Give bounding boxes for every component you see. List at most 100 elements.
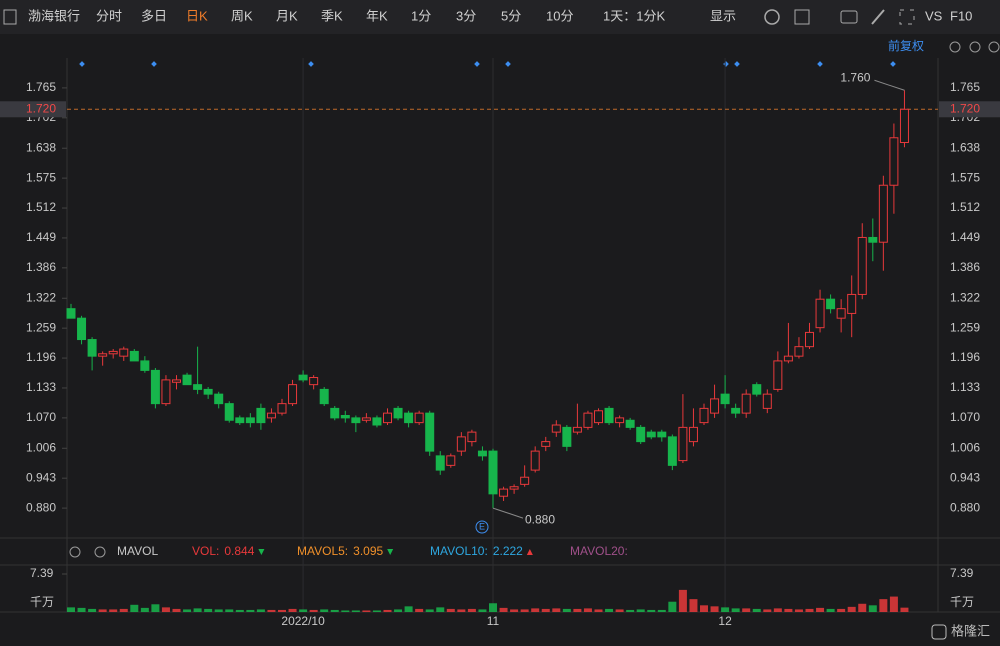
y-tick-label: 1.638 xyxy=(26,140,56,154)
volume-bar xyxy=(425,609,434,612)
draw-box-icon[interactable] xyxy=(794,9,810,25)
candle-body xyxy=(783,355,793,362)
candle-body xyxy=(383,412,392,424)
volume-bar xyxy=(742,608,751,612)
adjust-mode[interactable]: 前复权 xyxy=(888,38,924,53)
volume-bar xyxy=(67,607,75,612)
current-price-label: 1.720 xyxy=(26,101,56,115)
tab[interactable]: 日K xyxy=(186,8,208,23)
candle-body xyxy=(372,417,382,426)
volume-bar xyxy=(879,599,888,612)
toolbar xyxy=(0,0,1000,34)
tab[interactable]: 3分 xyxy=(456,8,476,23)
tab[interactable]: 10分 xyxy=(546,8,573,23)
candle-body xyxy=(266,412,276,419)
volume-bar xyxy=(383,609,392,612)
period-select[interactable]: 1天：1分K xyxy=(603,8,665,23)
volume-bar xyxy=(594,609,603,612)
volume-bar xyxy=(246,609,255,612)
candle-body xyxy=(752,384,762,395)
indicator-settings[interactable] xyxy=(69,546,81,558)
volume-bar xyxy=(668,601,677,612)
event-marker[interactable] xyxy=(475,520,489,534)
volume-bar xyxy=(235,609,244,612)
candle-body xyxy=(720,393,730,405)
volume-bar xyxy=(119,608,128,612)
candle-body xyxy=(298,374,308,381)
volume-bar xyxy=(773,608,782,612)
f10-button[interactable]: F10 xyxy=(950,8,972,23)
candle-body xyxy=(235,417,245,424)
tab[interactable]: 月K xyxy=(276,8,298,23)
candle-body xyxy=(710,398,720,414)
volume-bar xyxy=(763,609,772,612)
reset-icon[interactable] xyxy=(949,41,961,53)
indicator-title[interactable]: MAVOL xyxy=(117,544,158,558)
trend-arrow xyxy=(387,549,394,555)
y-tick-label-right: 1.322 xyxy=(950,290,980,304)
indicator-name: MAVOL10: xyxy=(430,544,488,558)
volume-unit: 千万 xyxy=(30,595,54,609)
low-leader xyxy=(492,507,524,519)
y-tick-label: 1.070 xyxy=(26,410,56,424)
candle-body xyxy=(404,412,414,424)
tab[interactable]: 季K xyxy=(321,8,343,23)
candle-body xyxy=(119,348,129,357)
candle-body xyxy=(488,450,498,495)
volume-bar xyxy=(225,609,234,612)
candle-body xyxy=(319,388,329,405)
tab[interactable]: 5分 xyxy=(501,8,521,23)
volume-bar xyxy=(214,609,223,612)
fullscreen-icon[interactable] xyxy=(899,9,915,25)
volume-bar xyxy=(900,607,909,612)
volume-bar xyxy=(288,608,297,612)
tab[interactable]: 多日 xyxy=(141,8,167,23)
candle-body xyxy=(456,436,466,452)
candle-body xyxy=(826,298,836,310)
volume-bar xyxy=(520,609,529,612)
volume-bar xyxy=(710,606,719,612)
candle-body xyxy=(678,426,688,462)
zoom-out-icon[interactable] xyxy=(969,41,981,53)
volume-bar xyxy=(88,608,97,612)
candle-body xyxy=(435,455,445,471)
candle-body xyxy=(193,384,203,390)
tab[interactable]: 周K xyxy=(231,8,253,23)
vs-button[interactable]: VS xyxy=(925,8,943,23)
y-tick-label-right: 1.070 xyxy=(950,410,980,424)
volume-bar xyxy=(700,605,708,612)
indicator-value: 0.844 xyxy=(224,544,254,558)
candle-body xyxy=(572,426,582,433)
indicator-close[interactable] xyxy=(94,546,106,558)
camera-icon[interactable] xyxy=(840,10,858,24)
event-marker-label[interactable]: E xyxy=(479,521,485,531)
candle-body xyxy=(836,308,846,319)
y-tick-label-right: 1.765 xyxy=(950,80,980,94)
volume-bar xyxy=(626,609,635,612)
tab[interactable]: 年K xyxy=(366,8,388,23)
settings-icon[interactable] xyxy=(764,9,780,25)
volume-bar xyxy=(837,608,846,612)
zoom-in-icon[interactable] xyxy=(988,41,1000,53)
tab[interactable]: 分时 xyxy=(96,8,122,23)
volume-bar xyxy=(752,608,761,612)
candle-body xyxy=(203,388,213,395)
volume-tick-label-right: 7.39 xyxy=(950,566,974,580)
pen-icon[interactable] xyxy=(871,9,885,25)
candle-body xyxy=(615,417,625,424)
tab[interactable]: 1分 xyxy=(411,8,431,23)
candle-body xyxy=(562,426,572,447)
display-button[interactable]: 显示 xyxy=(710,8,736,23)
volume-bar xyxy=(204,608,213,612)
volume-bar xyxy=(847,606,856,612)
candle-body xyxy=(425,412,435,452)
y-tick-label-right: 1.512 xyxy=(950,200,980,214)
volume-bar xyxy=(858,603,867,612)
volume-bar xyxy=(351,610,360,612)
stock-name: 渤海银行 xyxy=(28,8,80,23)
volume-bar xyxy=(562,608,571,612)
y-tick-label-right: 0.943 xyxy=(950,470,980,484)
event-diamond xyxy=(723,61,729,67)
candle-body xyxy=(604,407,614,424)
